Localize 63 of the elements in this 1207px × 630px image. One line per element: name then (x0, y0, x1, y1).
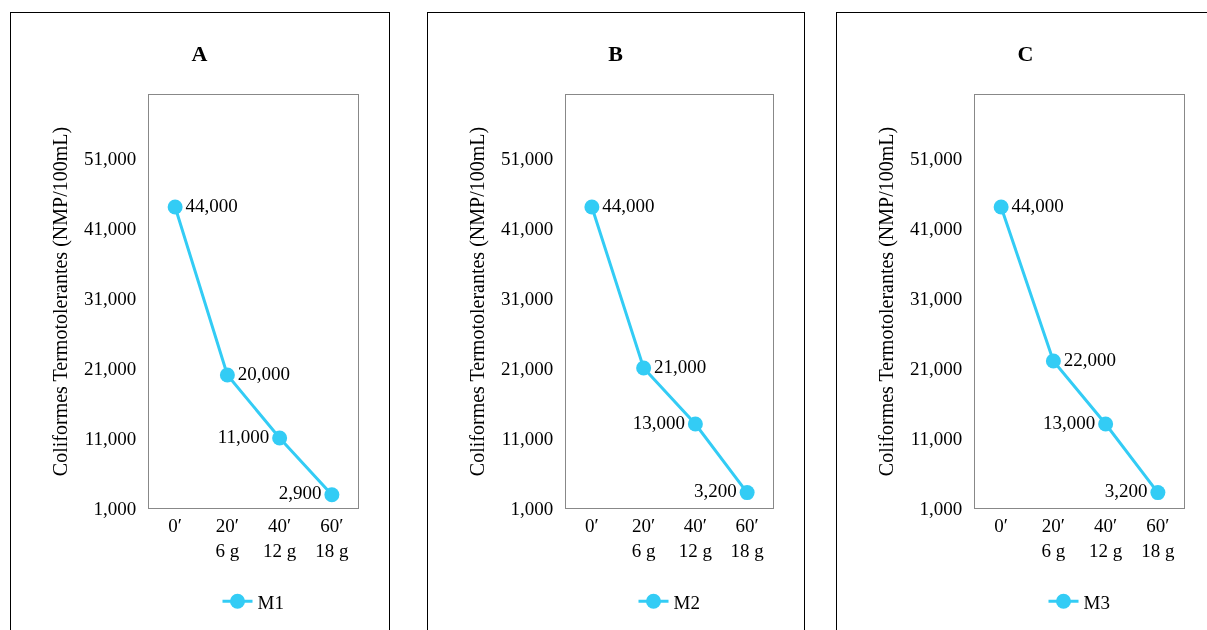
point (687, 416, 703, 432)
x-tick-label: 0′ (994, 514, 1008, 536)
point (584, 199, 600, 215)
x-tick-label: 0′ (168, 514, 182, 536)
data-label: 44,000 (185, 194, 238, 216)
y-tick-label: 41,000 (83, 217, 137, 239)
x-tick-label: 40′ 12 g (1089, 514, 1123, 561)
legend-label: M3 (1083, 591, 1110, 613)
legend-label: M2 (673, 591, 700, 613)
y-tick-label: 31,000 (83, 287, 137, 309)
x-tick-label: 60′ 18 g (315, 514, 350, 561)
y-tick-label: 21,000 (909, 357, 963, 379)
y-tick-label: 1,000 (919, 497, 963, 519)
y-tick-label: 31,000 (909, 287, 963, 309)
y-tick-label: 11,000 (501, 427, 554, 449)
point (739, 485, 755, 501)
data-label: 44,000 (602, 194, 655, 216)
y-tick-label: 11,000 (84, 427, 137, 449)
data-label: 22,000 (1063, 348, 1117, 370)
data-label: 44,000 (1011, 194, 1064, 216)
y-tick-label: 51,000 (83, 147, 137, 169)
y-tick-label: 11,000 (910, 427, 963, 449)
point (219, 367, 235, 383)
data-label: 2,900 (278, 482, 322, 504)
y-tick-label: 1,000 (510, 497, 554, 519)
legend-label: M1 (257, 591, 284, 613)
point (167, 199, 183, 215)
y-tick-label: 31,000 (500, 287, 554, 309)
data-label: 13,000 (632, 411, 686, 433)
point (636, 360, 652, 376)
x-tick-label: 40′ 12 g (263, 514, 297, 561)
y-tick-label: 41,000 (909, 217, 963, 239)
chart-title: A (191, 40, 208, 66)
data-label: 3,200 (694, 480, 737, 502)
point (1098, 416, 1114, 432)
x-tick-label: 60′ 18 g (730, 514, 765, 561)
data-label: 11,000 (217, 425, 270, 447)
y-axis-title: Coliformes Termotolerantes (NMP/100mL) (49, 126, 73, 477)
x-tick-label: 0′ (585, 514, 599, 536)
chart-title: C (1017, 40, 1034, 66)
data-label: 3,200 (1104, 480, 1148, 502)
y-tick-label: 51,000 (909, 147, 963, 169)
x-tick-label: 40′ 12 g (678, 514, 713, 561)
y-tick-label: 1,000 (93, 497, 137, 519)
x-tick-label: 20′ 6 g (631, 514, 657, 561)
data-label: 13,000 (1043, 411, 1096, 433)
point (993, 199, 1009, 215)
chart-title: B (608, 40, 624, 66)
x-tick-label: 20′ 6 g (1041, 514, 1066, 561)
x-tick-label: 60′ 18 g (1141, 514, 1176, 561)
y-tick-label: 41,000 (500, 217, 554, 239)
point (1045, 353, 1061, 369)
y-axis-title: Coliformes Termotolerantes (NMP/100mL) (875, 126, 899, 477)
point (1150, 485, 1166, 501)
y-tick-label: 21,000 (83, 357, 137, 379)
y-axis-title: Coliformes Termotolerantes (NMP/100mL) (466, 126, 490, 477)
y-tick-label: 51,000 (500, 147, 554, 169)
data-label: 21,000 (654, 355, 707, 377)
point (324, 487, 340, 503)
y-tick-label: 21,000 (500, 357, 554, 379)
data-label: 20,000 (237, 362, 291, 384)
point (272, 430, 288, 446)
x-tick-label: 20′ 6 g (215, 514, 240, 561)
